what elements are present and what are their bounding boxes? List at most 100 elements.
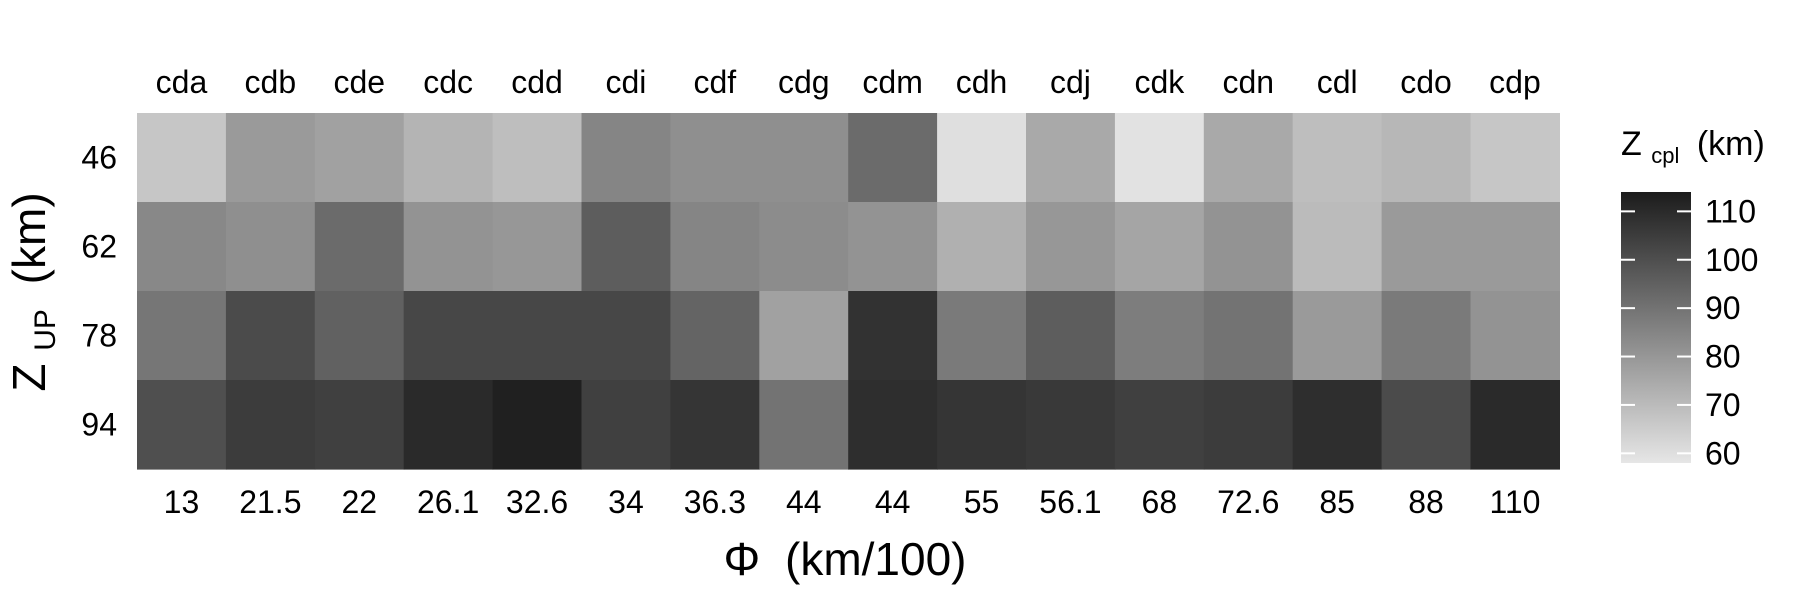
heatmap-cell [1292, 202, 1383, 292]
heatmap-cell [759, 291, 849, 381]
heatmap-cell [759, 113, 849, 203]
heatmap-cell [1292, 113, 1383, 203]
heatmap-cell [1114, 113, 1205, 203]
x-axis-title: Φ (km/100) [724, 533, 967, 585]
heatmap-cell [1114, 202, 1205, 292]
x-tick-label: 26.1 [417, 484, 479, 520]
heatmap-cell [1026, 202, 1116, 292]
heatmap-cell [670, 113, 760, 203]
heatmap-cell [1203, 291, 1294, 381]
legend-title-main: Z [1621, 125, 1642, 163]
heatmap-cell [1114, 380, 1205, 470]
legend-ticks: 60 70 80 90 100 110 [1621, 193, 1758, 471]
y-axis-title: Z UP (km) [3, 192, 65, 391]
heatmap-cell [225, 202, 316, 292]
heatmap-cell [848, 202, 938, 292]
heatmap-cell [137, 113, 227, 203]
x-tick-labels: 13 21.5 22 26.1 32.6 34 36.3 44 44 55 56.1 68 72.6 85… [164, 484, 1541, 520]
column-label: cdo [1400, 64, 1452, 100]
heatmap-cell [1470, 113, 1560, 203]
column-label: cdl [1317, 64, 1358, 100]
heatmap-cell [937, 202, 1027, 292]
heatmap-cell [1203, 202, 1294, 292]
x-tick-label: 110 [1489, 484, 1540, 520]
heatmap-cell [1381, 380, 1472, 470]
heatmap-cell [937, 113, 1027, 203]
y-axis-title-main: Z [3, 364, 55, 392]
heatmap-cell [314, 202, 405, 292]
heatmap-cell [403, 291, 494, 381]
heatmap-cell [1026, 380, 1116, 470]
heatmap-cell [1026, 291, 1116, 381]
heatmap-cell [670, 380, 760, 470]
column-label: cdc [423, 64, 473, 100]
heatmap-cell [492, 202, 583, 292]
heatmap-cell [1470, 202, 1560, 292]
x-tick-label: 55 [964, 484, 1000, 520]
heatmap-cell [1381, 291, 1472, 381]
heatmap-cell [314, 291, 405, 381]
heatmap-cell [1203, 113, 1294, 203]
heatmap-cell [848, 291, 938, 381]
heatmap-cell [1292, 380, 1383, 470]
heatmap-cell [1381, 202, 1472, 292]
heatmap-cell [759, 202, 849, 292]
legend-tick-label: 100 [1705, 242, 1758, 278]
heatmap-cell [137, 202, 227, 292]
legend: Z cpl (km) 60 70 80 90 100 110 [1621, 125, 1765, 471]
y-tick-label: 62 [81, 229, 117, 265]
x-tick-label: 22 [341, 484, 377, 520]
heatmap-cell [137, 380, 227, 470]
column-label: cdj [1050, 64, 1091, 100]
x-axis-title-symbol: Φ [724, 533, 761, 585]
heatmap-cell [1470, 291, 1560, 381]
legend-tick-label: 80 [1705, 339, 1741, 375]
column-label: cdm [862, 64, 922, 100]
heatmap-cell [670, 291, 760, 381]
x-tick-label: 88 [1408, 484, 1444, 520]
x-tick-label: 36.3 [684, 484, 746, 520]
x-tick-label: 13 [164, 484, 200, 520]
legend-tick-label: 70 [1705, 387, 1741, 423]
heatmap-cell [670, 202, 760, 292]
heatmap-cell [581, 291, 671, 381]
y-tick-label: 94 [81, 407, 117, 443]
heatmap-cell [937, 291, 1027, 381]
heatmap-cell [225, 113, 316, 203]
legend-tick-label: 90 [1705, 290, 1741, 326]
column-label: cdi [605, 64, 646, 100]
column-label: cde [333, 64, 385, 100]
heatmap-cell [581, 202, 671, 292]
heatmap-cell [1381, 113, 1472, 203]
heatmap-cells [137, 113, 1560, 470]
x-tick-label: 44 [875, 484, 911, 520]
heatmap-cell [848, 113, 938, 203]
column-label: cdg [778, 64, 830, 100]
legend-title: Z cpl (km) [1621, 125, 1765, 171]
x-tick-label: 56.1 [1039, 484, 1101, 520]
heatmap-cell [848, 380, 938, 470]
x-tick-label: 68 [1142, 484, 1178, 520]
column-label: cdh [956, 64, 1008, 100]
heatmap-cell [403, 113, 494, 203]
column-label: cdd [511, 64, 563, 100]
column-label: cda [156, 64, 208, 100]
heatmap-cell [225, 380, 316, 470]
heatmap-cell [225, 291, 316, 381]
column-label: cdk [1134, 64, 1185, 100]
heatmap-cell [314, 380, 405, 470]
heatmap-cell [492, 113, 583, 203]
heatmap-cell [581, 380, 671, 470]
y-tick-label: 46 [81, 140, 117, 176]
x-tick-label: 21.5 [239, 484, 301, 520]
heatmap-cell [492, 291, 583, 381]
x-tick-label: 44 [786, 484, 822, 520]
y-tick-label: 78 [81, 318, 117, 354]
x-axis-title-unit: (km/100) [785, 533, 966, 585]
heatmap-cell [403, 202, 494, 292]
y-axis-title-sub: UP [29, 309, 62, 351]
x-tick-label: 32.6 [506, 484, 568, 520]
legend-title-unit: (km) [1697, 125, 1765, 163]
heatmap-cell [937, 380, 1027, 470]
